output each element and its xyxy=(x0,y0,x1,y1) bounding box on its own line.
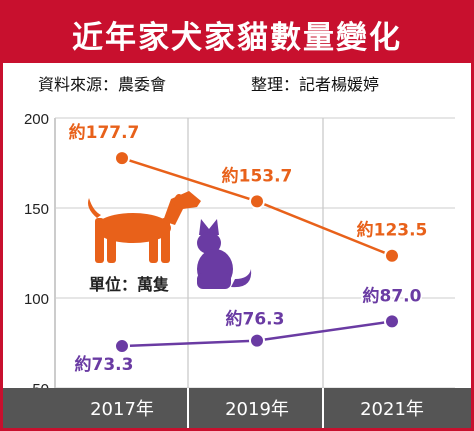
data-label: 約153.7 xyxy=(222,165,293,186)
x-axis-band xyxy=(3,388,471,428)
data-label: 約76.3 xyxy=(226,309,285,330)
x-tick-label: 2021年 xyxy=(360,399,424,420)
unit-label: 單位：萬隻 xyxy=(89,275,170,294)
cat-icon xyxy=(197,219,252,289)
data-point xyxy=(384,247,400,264)
chart-title: 近年家犬家貓數量變化 xyxy=(72,20,402,56)
y-tick-label: 100 xyxy=(24,291,49,308)
x-tick-label: 2017年 xyxy=(90,399,154,420)
title-bar: 近年家犬家貓數量變化 xyxy=(3,3,471,63)
y-tick-label: 200 xyxy=(24,111,49,128)
dog-icon xyxy=(88,191,201,263)
data-label: 約123.5 xyxy=(357,220,428,241)
data-point xyxy=(114,338,130,355)
y-tick-label: 150 xyxy=(24,201,49,218)
data-label: 約87.0 xyxy=(363,285,422,306)
editor-credit: 整理：記者楊媛婷 xyxy=(251,75,380,94)
data-point xyxy=(249,332,265,349)
data-label: 約177.7 xyxy=(69,122,140,143)
data-point xyxy=(249,193,265,210)
x-tick-label: 2019年 xyxy=(225,399,289,420)
data-label: 約73.3 xyxy=(75,354,134,375)
data-point xyxy=(384,313,400,330)
data-point xyxy=(114,150,130,167)
source-credit: 資料來源：農委會 xyxy=(38,75,167,94)
